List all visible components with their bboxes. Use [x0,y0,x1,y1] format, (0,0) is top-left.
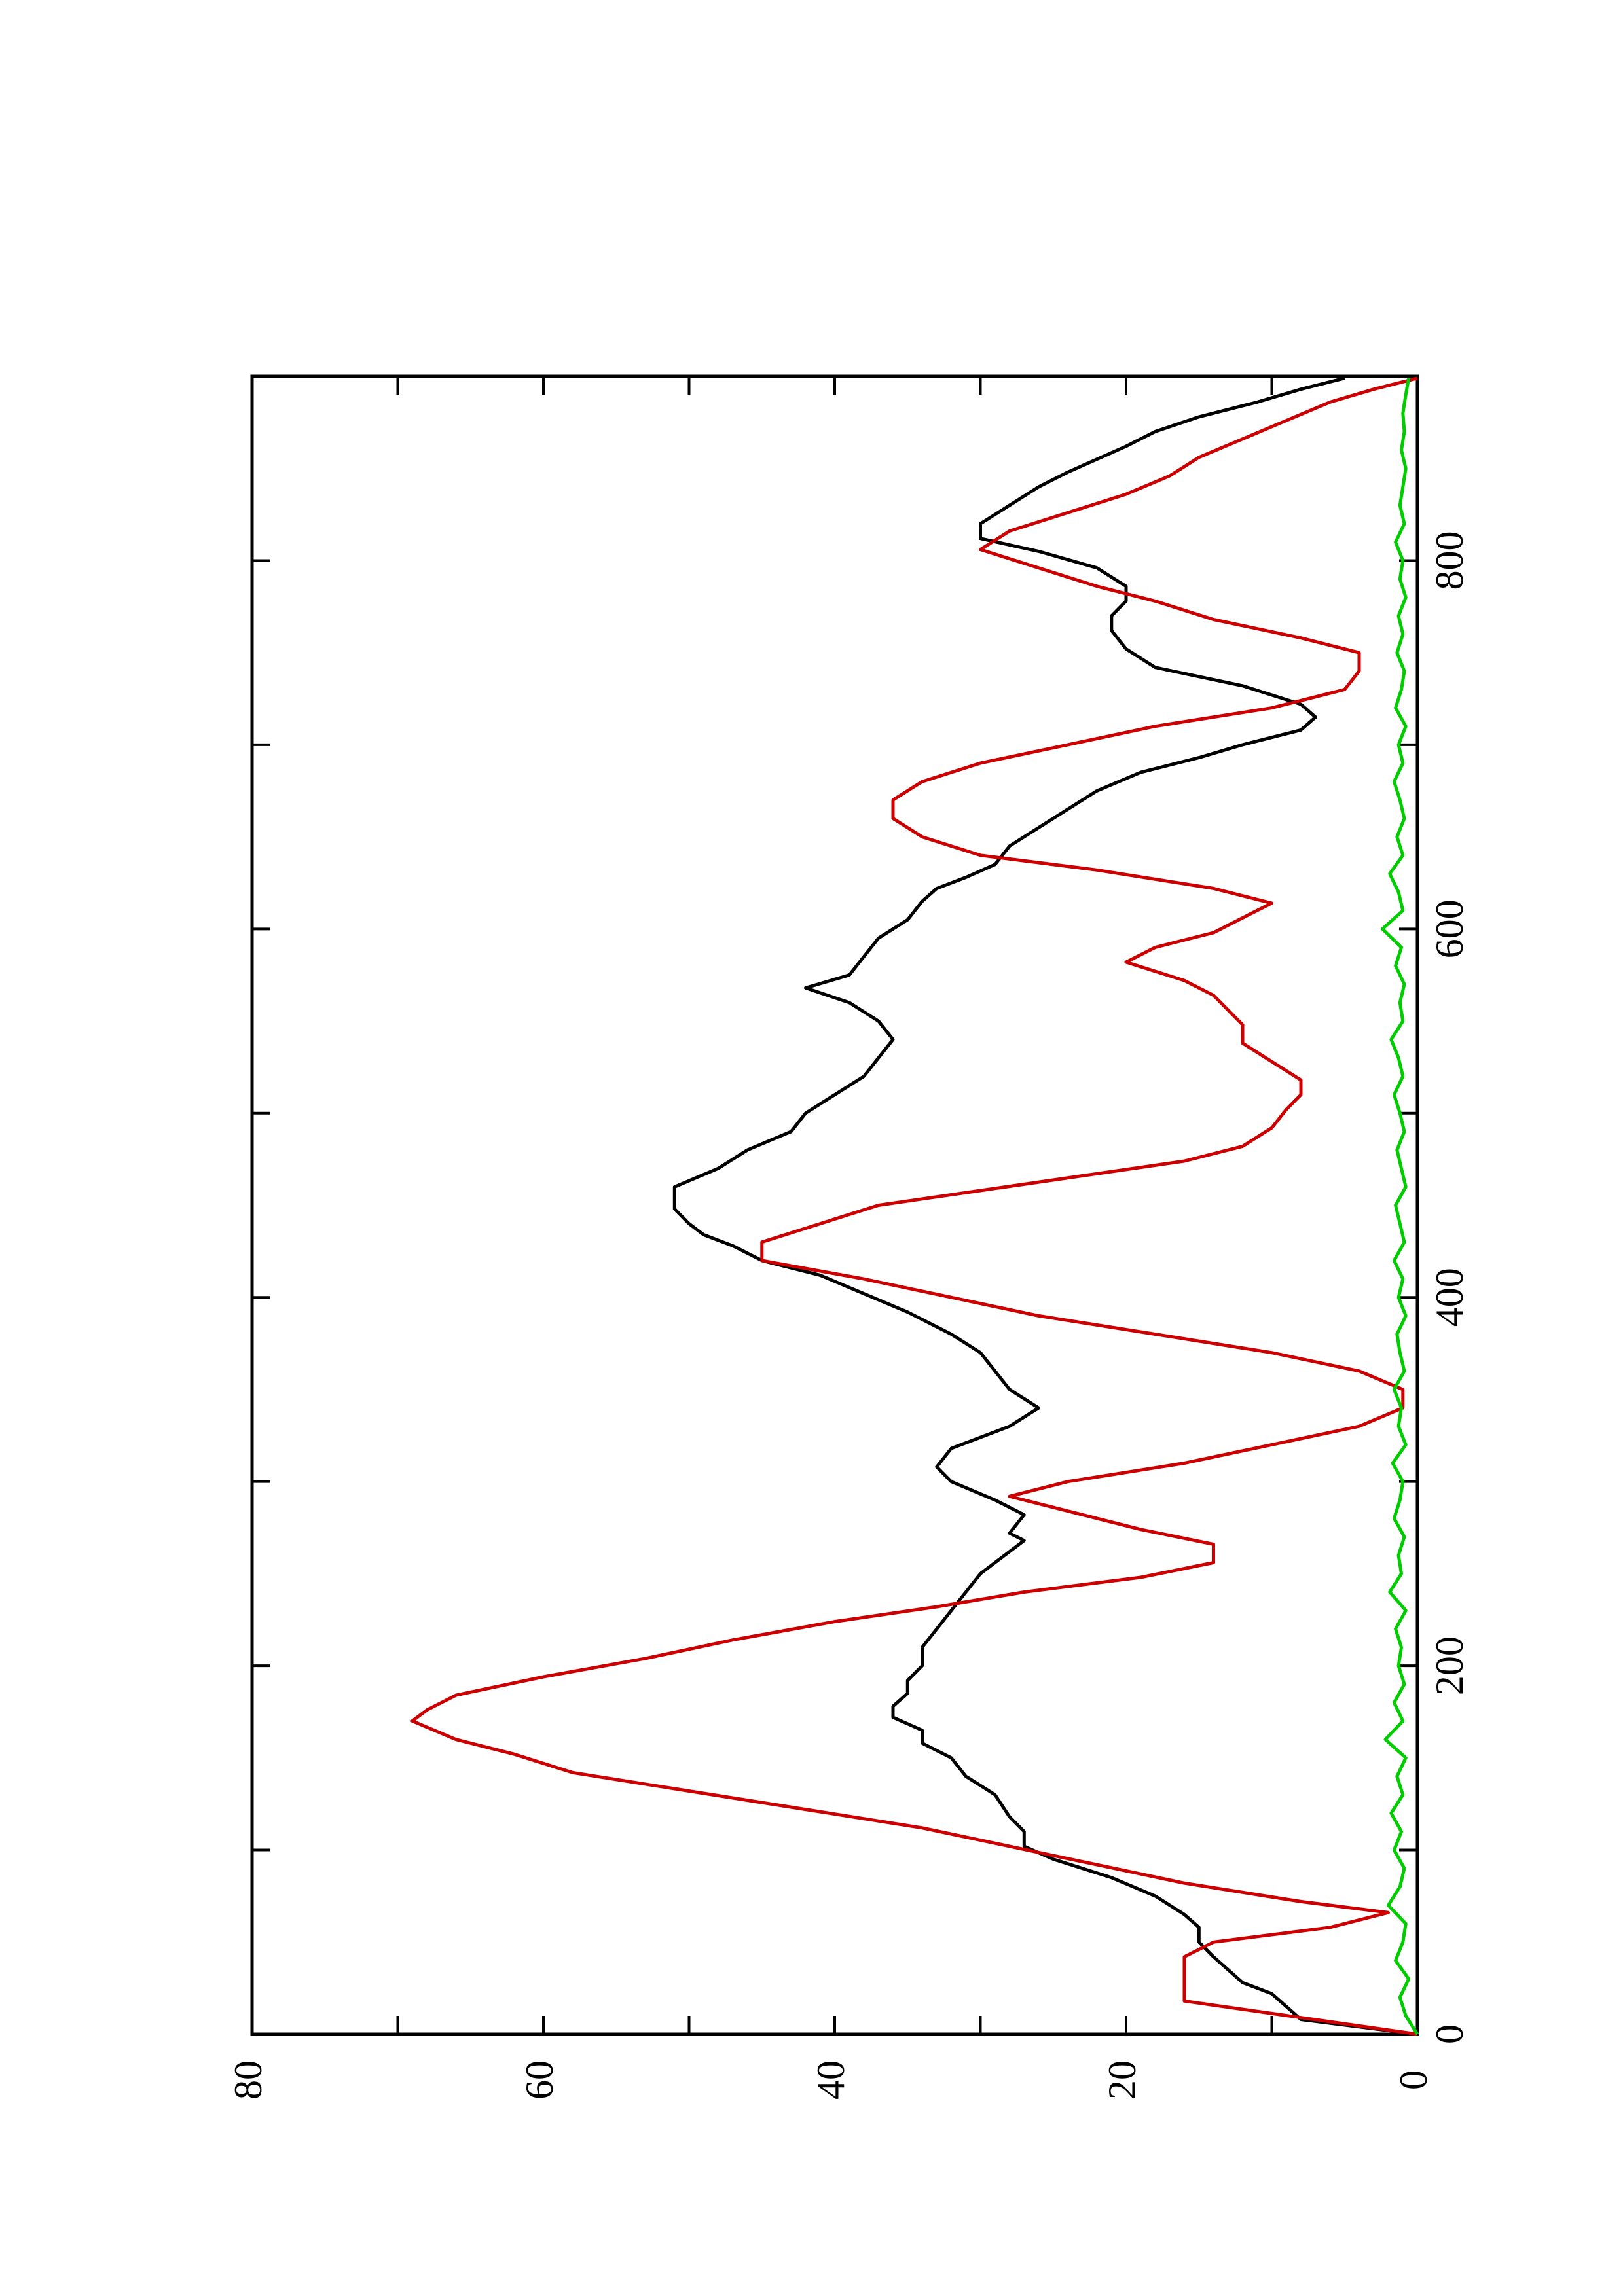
series-line-3 [1381,378,1419,2036]
axis-ticks [252,376,1417,2034]
series-line-2 [410,376,1418,2036]
y-tick-label: 60 [518,2060,561,2100]
axis-tick-labels: 0 200 400 600 800 0 20 40 60 80 [227,531,1471,2100]
y-tick-label: 80 [227,2060,270,2100]
x-tick-label: 600 [1428,899,1471,958]
y-tick-label: 40 [809,2060,852,2100]
x-tick-label: 800 [1428,531,1471,590]
series-lines [410,376,1419,2036]
x-tick-label: 200 [1428,1636,1471,1695]
x-tick-label: 400 [1428,1268,1471,1327]
y-tick-label: 0 [1392,2070,1435,2090]
x-tick-label: 0 [1428,2024,1471,2044]
series-line-1 [672,376,1418,2036]
y-tick-label: 20 [1101,2060,1144,2100]
